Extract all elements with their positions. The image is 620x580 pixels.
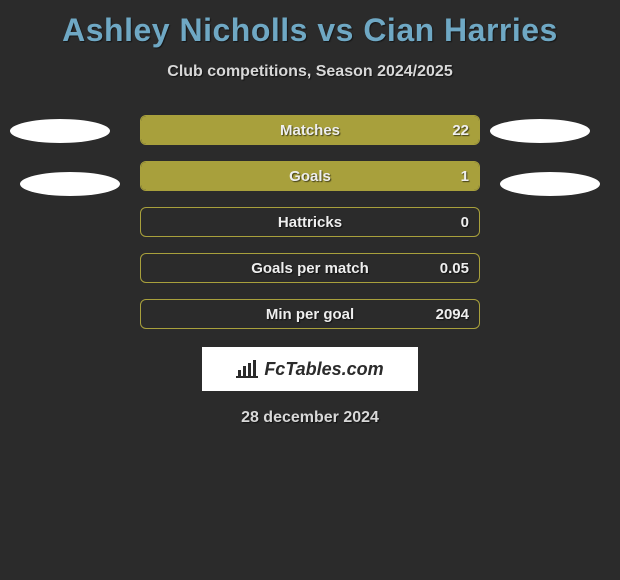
stat-row-goals-per-match: Goals per match 0.05 [140, 253, 480, 283]
stat-label: Matches [141, 116, 479, 144]
stat-value: 0.05 [440, 254, 469, 282]
stat-value: 1 [461, 162, 469, 190]
footer-logo[interactable]: FcTables.com [202, 347, 418, 391]
logo-text: FcTables.com [264, 359, 383, 380]
player-marker-right-1 [490, 119, 590, 143]
stat-row-min-per-goal: Min per goal 2094 [140, 299, 480, 329]
stat-label: Goals per match [141, 254, 479, 282]
stat-label: Goals [141, 162, 479, 190]
stat-row-goals: Goals 1 [140, 161, 480, 191]
footer-date: 28 december 2024 [0, 409, 620, 427]
stat-value: 2094 [436, 300, 469, 328]
comparison-chart: Matches 22 Goals 1 Hattricks 0 Goals per… [0, 115, 620, 329]
stat-value: 22 [452, 116, 469, 144]
logo-content: FcTables.com [236, 359, 383, 380]
stat-value: 0 [461, 208, 469, 236]
chart-icon [236, 360, 258, 378]
stat-label: Min per goal [141, 300, 479, 328]
player-marker-right-2 [500, 172, 600, 196]
stat-label: Hattricks [141, 208, 479, 236]
page-title: Ashley Nicholls vs Cian Harries [0, 0, 620, 49]
page-subtitle: Club competitions, Season 2024/2025 [0, 63, 620, 81]
player-marker-left-2 [20, 172, 120, 196]
stat-row-hattricks: Hattricks 0 [140, 207, 480, 237]
player-marker-left-1 [10, 119, 110, 143]
stat-row-matches: Matches 22 [140, 115, 480, 145]
